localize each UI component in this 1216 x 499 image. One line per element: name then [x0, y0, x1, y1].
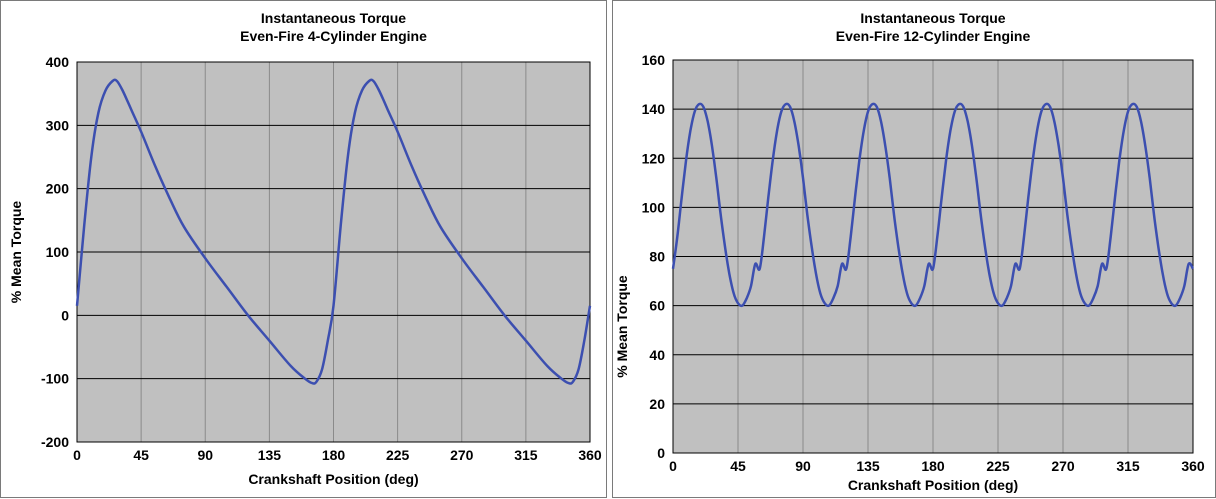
chart-title-line-0: Instantaneous Torque	[860, 10, 1005, 26]
panel-separator	[607, 0, 612, 498]
y-tick-label-5: 300	[46, 117, 70, 133]
y-tick-label-7: 140	[642, 101, 666, 117]
x-tick-label-4: 180	[921, 458, 945, 474]
series-line-0	[671, 102, 1195, 308]
y-tick-label-4: 200	[46, 181, 70, 197]
plot-border	[672, 59, 1194, 454]
series-line-0	[75, 78, 592, 385]
x-tick-label-7: 315	[1116, 458, 1140, 474]
x-tick-label-7: 315	[514, 447, 538, 463]
y-axis-label: % Mean Torque	[614, 275, 630, 378]
chart-title-line-1: Even-Fire 4-Cylinder Engine	[240, 28, 427, 44]
plot-border	[76, 61, 591, 443]
y-tick-label-6: 400	[46, 54, 70, 70]
y-tick-label-2: 0	[61, 307, 69, 323]
x-tick-label-5: 225	[986, 458, 1010, 474]
y-tick-label-5: 100	[642, 199, 666, 215]
x-tick-label-2: 90	[197, 447, 213, 463]
x-tick-label-3: 135	[856, 458, 880, 474]
x-tick-label-1: 45	[730, 458, 746, 474]
x-axis-label: Crankshaft Position (deg)	[848, 477, 1018, 493]
y-tick-label-3: 60	[649, 298, 665, 314]
y-axis-label: % Mean Torque	[8, 201, 24, 304]
x-tick-label-8: 360	[578, 447, 602, 463]
chart-panel-12-cylinder: Instantaneous Torque Even-Fire 12-Cylinde…	[612, 0, 1216, 498]
x-tick-label-6: 270	[1051, 458, 1075, 474]
chart-panel-4-cylinder: Instantaneous Torque Even-Fire 4-Cylinder…	[0, 0, 607, 498]
x-tick-label-0: 0	[73, 447, 81, 463]
y-tick-label-2: 40	[649, 347, 665, 363]
chart-title-line-1: Even-Fire 12-Cylinder Engine	[836, 28, 1031, 44]
y-tick-label-6: 120	[642, 150, 666, 166]
x-tick-label-4: 180	[322, 447, 346, 463]
x-tick-label-3: 135	[258, 447, 282, 463]
y-tick-label-0: 0	[657, 445, 665, 461]
x-tick-label-8: 360	[1181, 458, 1205, 474]
y-tick-label-1: -100	[41, 371, 69, 387]
chart-title-line-0: Instantaneous Torque	[261, 10, 406, 26]
x-tick-label-0: 0	[669, 458, 677, 474]
y-tick-label-1: 20	[649, 396, 665, 412]
x-tick-label-5: 225	[386, 447, 410, 463]
x-tick-label-1: 45	[133, 447, 149, 463]
x-axis-label: Crankshaft Position (deg)	[248, 471, 418, 487]
y-tick-label-0: -200	[41, 434, 69, 450]
y-tick-label-8: 160	[642, 52, 666, 68]
chart-12-cylinder: Instantaneous Torque Even-Fire 12-Cylinde…	[614, 10, 1205, 493]
y-tick-label-4: 80	[649, 249, 665, 265]
x-tick-label-2: 90	[795, 458, 811, 474]
chart-4-cylinder: Instantaneous Torque Even-Fire 4-Cylinder…	[8, 10, 602, 487]
x-tick-label-6: 270	[450, 447, 474, 463]
y-tick-label-3: 100	[46, 244, 70, 260]
